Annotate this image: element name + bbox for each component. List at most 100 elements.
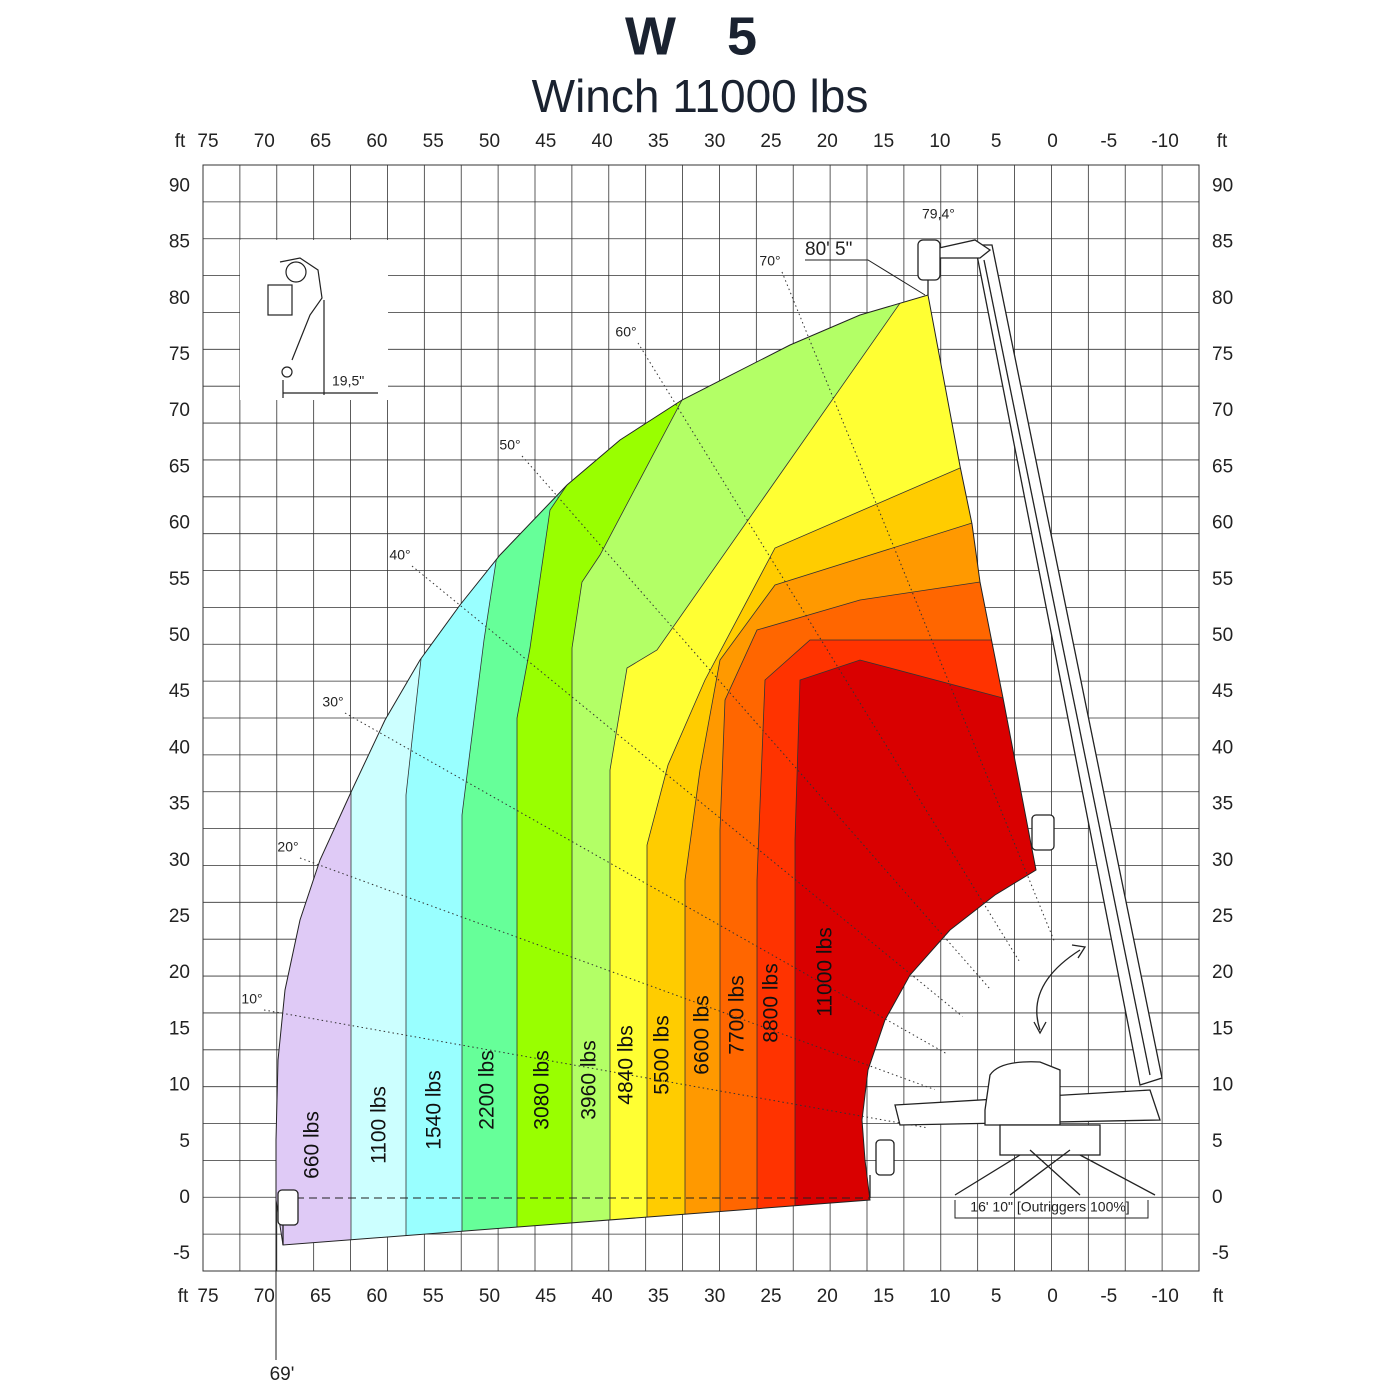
x-tick-label: 35 <box>648 131 669 152</box>
y-tick-label: 70 <box>169 400 190 421</box>
x-tick-label: 10 <box>929 131 950 152</box>
x-tick-label: 25 <box>760 1286 781 1307</box>
outriggers: 16' 10" [Outriggers 100%] <box>970 1199 1129 1215</box>
y-tick-label: 10 <box>1212 1075 1233 1096</box>
crane <box>277 239 1163 1245</box>
height-leader <box>805 259 926 296</box>
y-tick-label: 0 <box>1212 1187 1223 1208</box>
outrigger-bracket <box>954 1200 1149 1219</box>
angle-label: 30° <box>322 694 343 710</box>
x-tick-label: -10 <box>1151 1286 1178 1307</box>
y-tick-label: 50 <box>169 625 190 646</box>
axis-unit: ft <box>1213 1286 1224 1307</box>
y-tick-label: 45 <box>169 681 190 702</box>
y-tick-label: 5 <box>179 1131 190 1152</box>
axis-unit: ft <box>178 1286 189 1307</box>
zone-label: 3960 lbs <box>578 1040 601 1119</box>
angle-ray <box>521 455 991 990</box>
x-tick-label: 40 <box>592 131 613 152</box>
x-tick-label: 65 <box>310 131 331 152</box>
y-tick-label: 70 <box>1212 400 1233 421</box>
zone-label: 11000 lbs <box>814 927 837 1017</box>
y-tick-label: 65 <box>1212 456 1233 477</box>
y-tick-label: 45 <box>1212 681 1233 702</box>
x-tick-label: 25 <box>760 131 781 152</box>
y-tick-label: 75 <box>169 344 190 365</box>
angle-ray <box>781 271 1056 944</box>
y-tick-label: 35 <box>1212 794 1233 815</box>
y-tick-label: 55 <box>1212 569 1233 590</box>
y-tick-label: 90 <box>1212 175 1233 196</box>
labels: 7575707065656060555550504545404035353030… <box>169 131 1233 1307</box>
y-tick-label: 85 <box>1212 232 1233 253</box>
zone-label: 2200 lbs <box>476 1050 499 1129</box>
x-tick-label: 30 <box>704 1286 725 1307</box>
x-tick-label: 15 <box>873 131 894 152</box>
frame <box>202 164 1200 1272</box>
y-tick-label: 15 <box>169 1018 190 1039</box>
y-tick-label: 80 <box>169 288 190 309</box>
x-tick-label: 75 <box>197 1286 218 1307</box>
x-tick-label: 75 <box>197 131 218 152</box>
y-tick-label: 80 <box>1212 288 1233 309</box>
zone-label: 4840 lbs <box>615 1025 638 1104</box>
title: W 5 <box>625 6 775 66</box>
x-tick-label: 60 <box>366 131 387 152</box>
axis-unit: ft <box>175 131 186 152</box>
zone-label: 3080 lbs <box>531 1050 554 1129</box>
y-tick-label: 60 <box>1212 513 1233 534</box>
y-tick-label: 30 <box>1212 850 1233 871</box>
angle-ray <box>411 565 963 1017</box>
x-tick-label: -5 <box>1100 131 1117 152</box>
y-tick-label: 40 <box>1212 737 1233 758</box>
zone-label: 1100 lbs <box>368 1086 391 1164</box>
x-tick-label: 45 <box>535 1286 556 1307</box>
x-tick-label: 70 <box>254 1286 275 1307</box>
x-tick-label: 55 <box>423 1286 444 1307</box>
x-tick-label: 45 <box>535 131 556 152</box>
angle-label: 60° <box>615 324 636 340</box>
y-tick-label: 50 <box>1212 625 1233 646</box>
y-tick-label: 30 <box>169 850 190 871</box>
angle-label: 40° <box>389 547 410 563</box>
x-tick-label: 40 <box>592 1286 613 1307</box>
y-tick-label: 20 <box>1212 962 1233 983</box>
envelope <box>275 294 1037 1246</box>
x-tick-label: 70 <box>254 131 275 152</box>
x-tick-label: 5 <box>991 131 1002 152</box>
x-tick-label: 65 <box>310 1286 331 1307</box>
x-tick-label: 20 <box>817 1286 838 1307</box>
x-tick-label: 35 <box>648 1286 669 1307</box>
x-tick-label: 10 <box>929 1286 950 1307</box>
y-tick-label: 10 <box>169 1075 190 1096</box>
y-tick-label: 55 <box>169 569 190 590</box>
subtitle: Winch 11000 lbs <box>532 70 869 122</box>
hook-offset: 19,5" <box>332 373 364 389</box>
angle-label: 50° <box>499 437 520 453</box>
angle-label: 10° <box>241 991 262 1007</box>
x-tick-label: 5 <box>991 1286 1002 1307</box>
hook-sketch <box>267 257 378 398</box>
inset <box>240 240 388 400</box>
zone-label: 8800 lbs <box>760 963 783 1042</box>
y-tick-label: 25 <box>169 906 190 927</box>
x-tick-label: 55 <box>423 131 444 152</box>
y-tick-label: 25 <box>1212 906 1233 927</box>
x-tick-label: 50 <box>479 1286 500 1307</box>
zone-label: 1540 lbs <box>423 1070 446 1149</box>
y-tick-label: 0 <box>179 1187 190 1208</box>
y-tick-label: -5 <box>1212 1243 1229 1264</box>
angle-label: 20° <box>277 839 298 855</box>
y-tick-label: 65 <box>169 456 190 477</box>
y-tick-label: 15 <box>1212 1018 1233 1039</box>
y-tick-label: 60 <box>169 513 190 534</box>
y-tick-label: 5 <box>1212 1131 1223 1152</box>
x-tick-label: 0 <box>1047 1286 1058 1307</box>
x-tick-label: 60 <box>366 1286 387 1307</box>
max-height: 80' 5" <box>805 239 852 260</box>
angle-ray <box>299 857 935 1090</box>
y-tick-label: 85 <box>169 232 190 253</box>
x-tick-label: 30 <box>704 131 725 152</box>
x-tick-label: 50 <box>479 131 500 152</box>
